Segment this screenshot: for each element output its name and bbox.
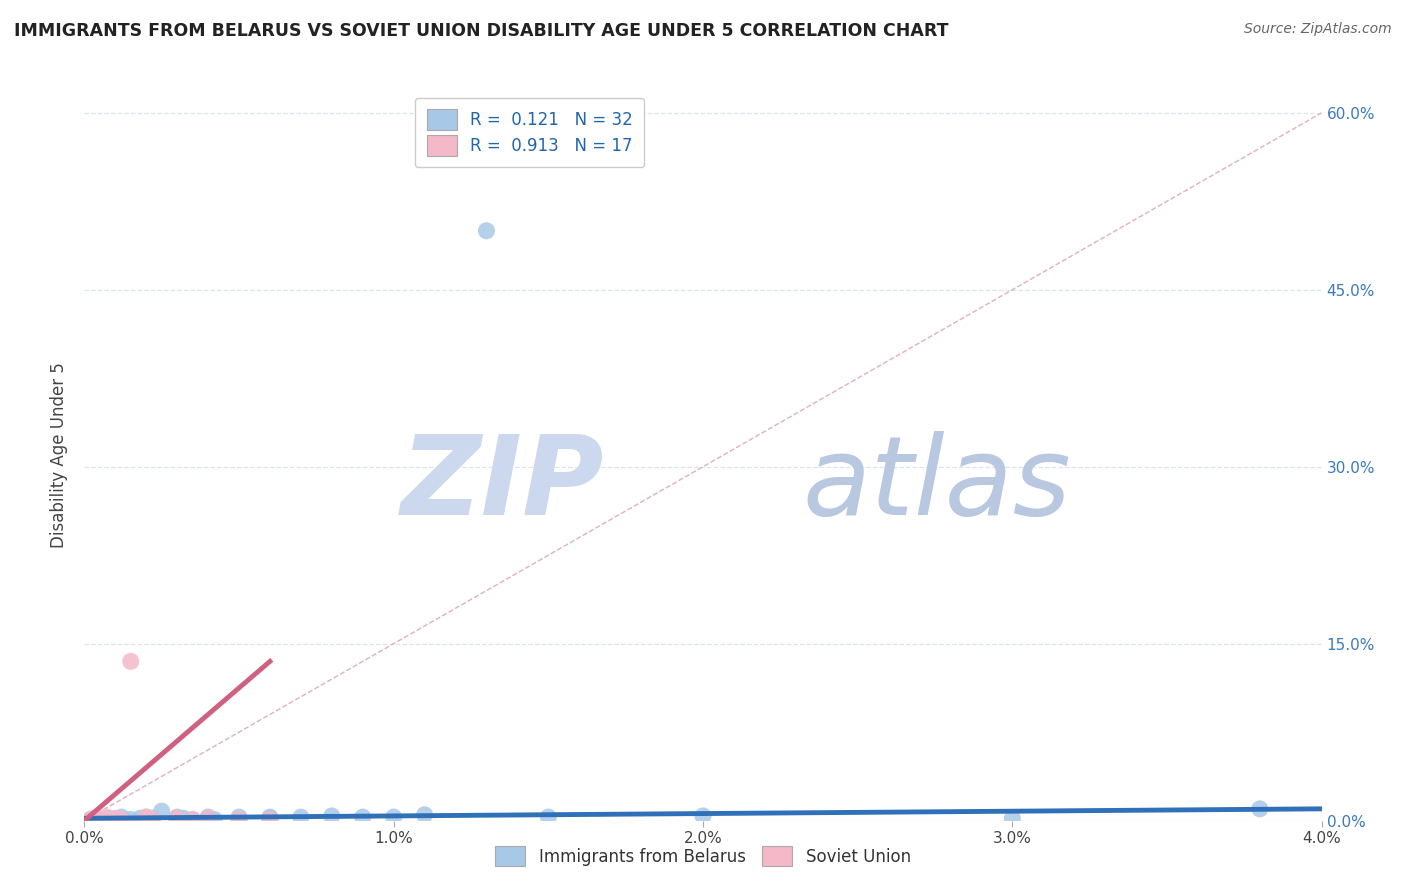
- Point: [181, 813, 204, 827]
- Point: [290, 810, 312, 824]
- Point: [98, 811, 121, 825]
- Point: [259, 810, 281, 824]
- Point: [135, 813, 157, 827]
- Point: [228, 810, 250, 824]
- Point: [83, 811, 105, 825]
- Point: [202, 813, 225, 827]
- Point: [413, 807, 436, 822]
- Point: [1001, 811, 1024, 825]
- Point: [228, 813, 250, 827]
- Point: [1249, 802, 1271, 816]
- Point: [110, 813, 132, 827]
- Point: [135, 813, 157, 827]
- Text: IMMIGRANTS FROM BELARUS VS SOVIET UNION DISABILITY AGE UNDER 5 CORRELATION CHART: IMMIGRANTS FROM BELARUS VS SOVIET UNION …: [14, 22, 949, 40]
- Point: [172, 811, 194, 825]
- Point: [537, 810, 560, 824]
- Point: [104, 813, 127, 827]
- Point: [321, 809, 343, 823]
- Point: [89, 813, 111, 827]
- Point: [166, 813, 188, 827]
- Point: [228, 813, 250, 827]
- Point: [141, 811, 163, 825]
- Text: ZIP: ZIP: [401, 431, 605, 538]
- Point: [166, 811, 188, 825]
- Legend: Immigrants from Belarus, Soviet Union: Immigrants from Belarus, Soviet Union: [484, 835, 922, 878]
- Point: [135, 810, 157, 824]
- Point: [150, 804, 173, 818]
- Point: [104, 813, 127, 827]
- Point: [79, 813, 101, 827]
- Point: [135, 810, 157, 824]
- Point: [120, 654, 142, 668]
- Point: [110, 810, 132, 824]
- Point: [94, 810, 117, 824]
- Text: Source: ZipAtlas.com: Source: ZipAtlas.com: [1244, 22, 1392, 37]
- Point: [692, 809, 714, 823]
- Point: [141, 813, 163, 827]
- Point: [259, 813, 281, 827]
- Point: [352, 810, 374, 824]
- Point: [197, 810, 219, 824]
- Point: [181, 813, 204, 827]
- Point: [197, 811, 219, 825]
- Point: [79, 813, 101, 827]
- Point: [129, 811, 152, 825]
- Point: [104, 811, 127, 825]
- Point: [166, 810, 188, 824]
- Point: [166, 813, 188, 827]
- Y-axis label: Disability Age Under 5: Disability Age Under 5: [51, 362, 69, 548]
- Point: [475, 224, 498, 238]
- Text: atlas: atlas: [801, 431, 1070, 538]
- Point: [382, 810, 405, 824]
- Point: [197, 811, 219, 825]
- Point: [89, 813, 111, 827]
- Point: [120, 813, 142, 827]
- Point: [259, 811, 281, 825]
